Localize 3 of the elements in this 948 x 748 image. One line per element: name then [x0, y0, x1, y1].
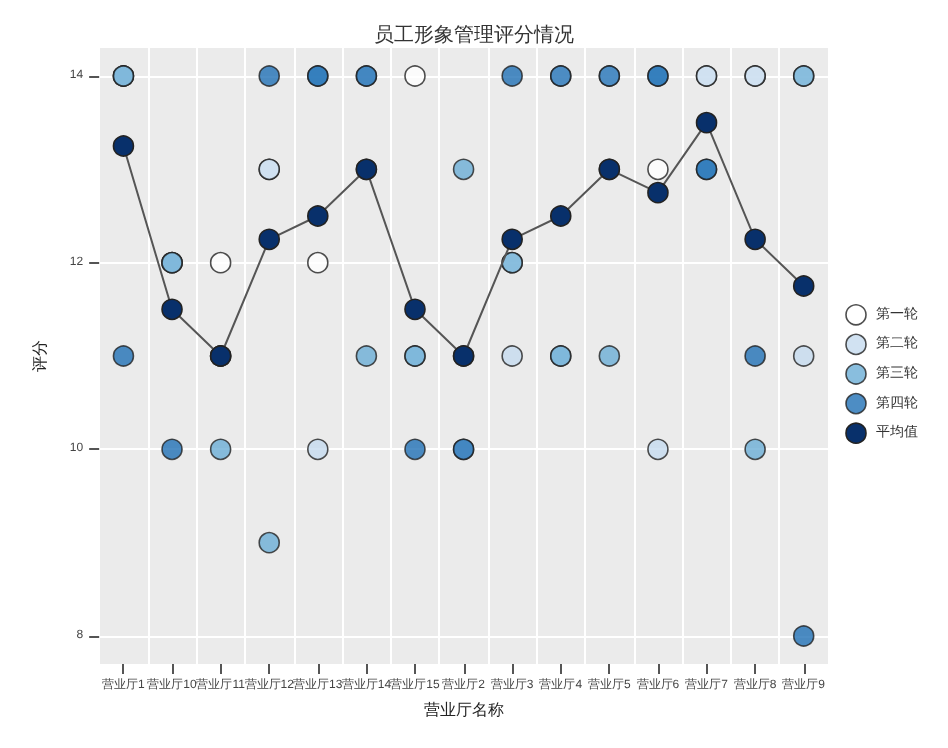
x-axis-title: 营业厅名称 [423, 700, 504, 719]
chart-title: 员工形象管理评分情况 [374, 23, 574, 47]
y-axis-title: 评分 [31, 340, 49, 372]
